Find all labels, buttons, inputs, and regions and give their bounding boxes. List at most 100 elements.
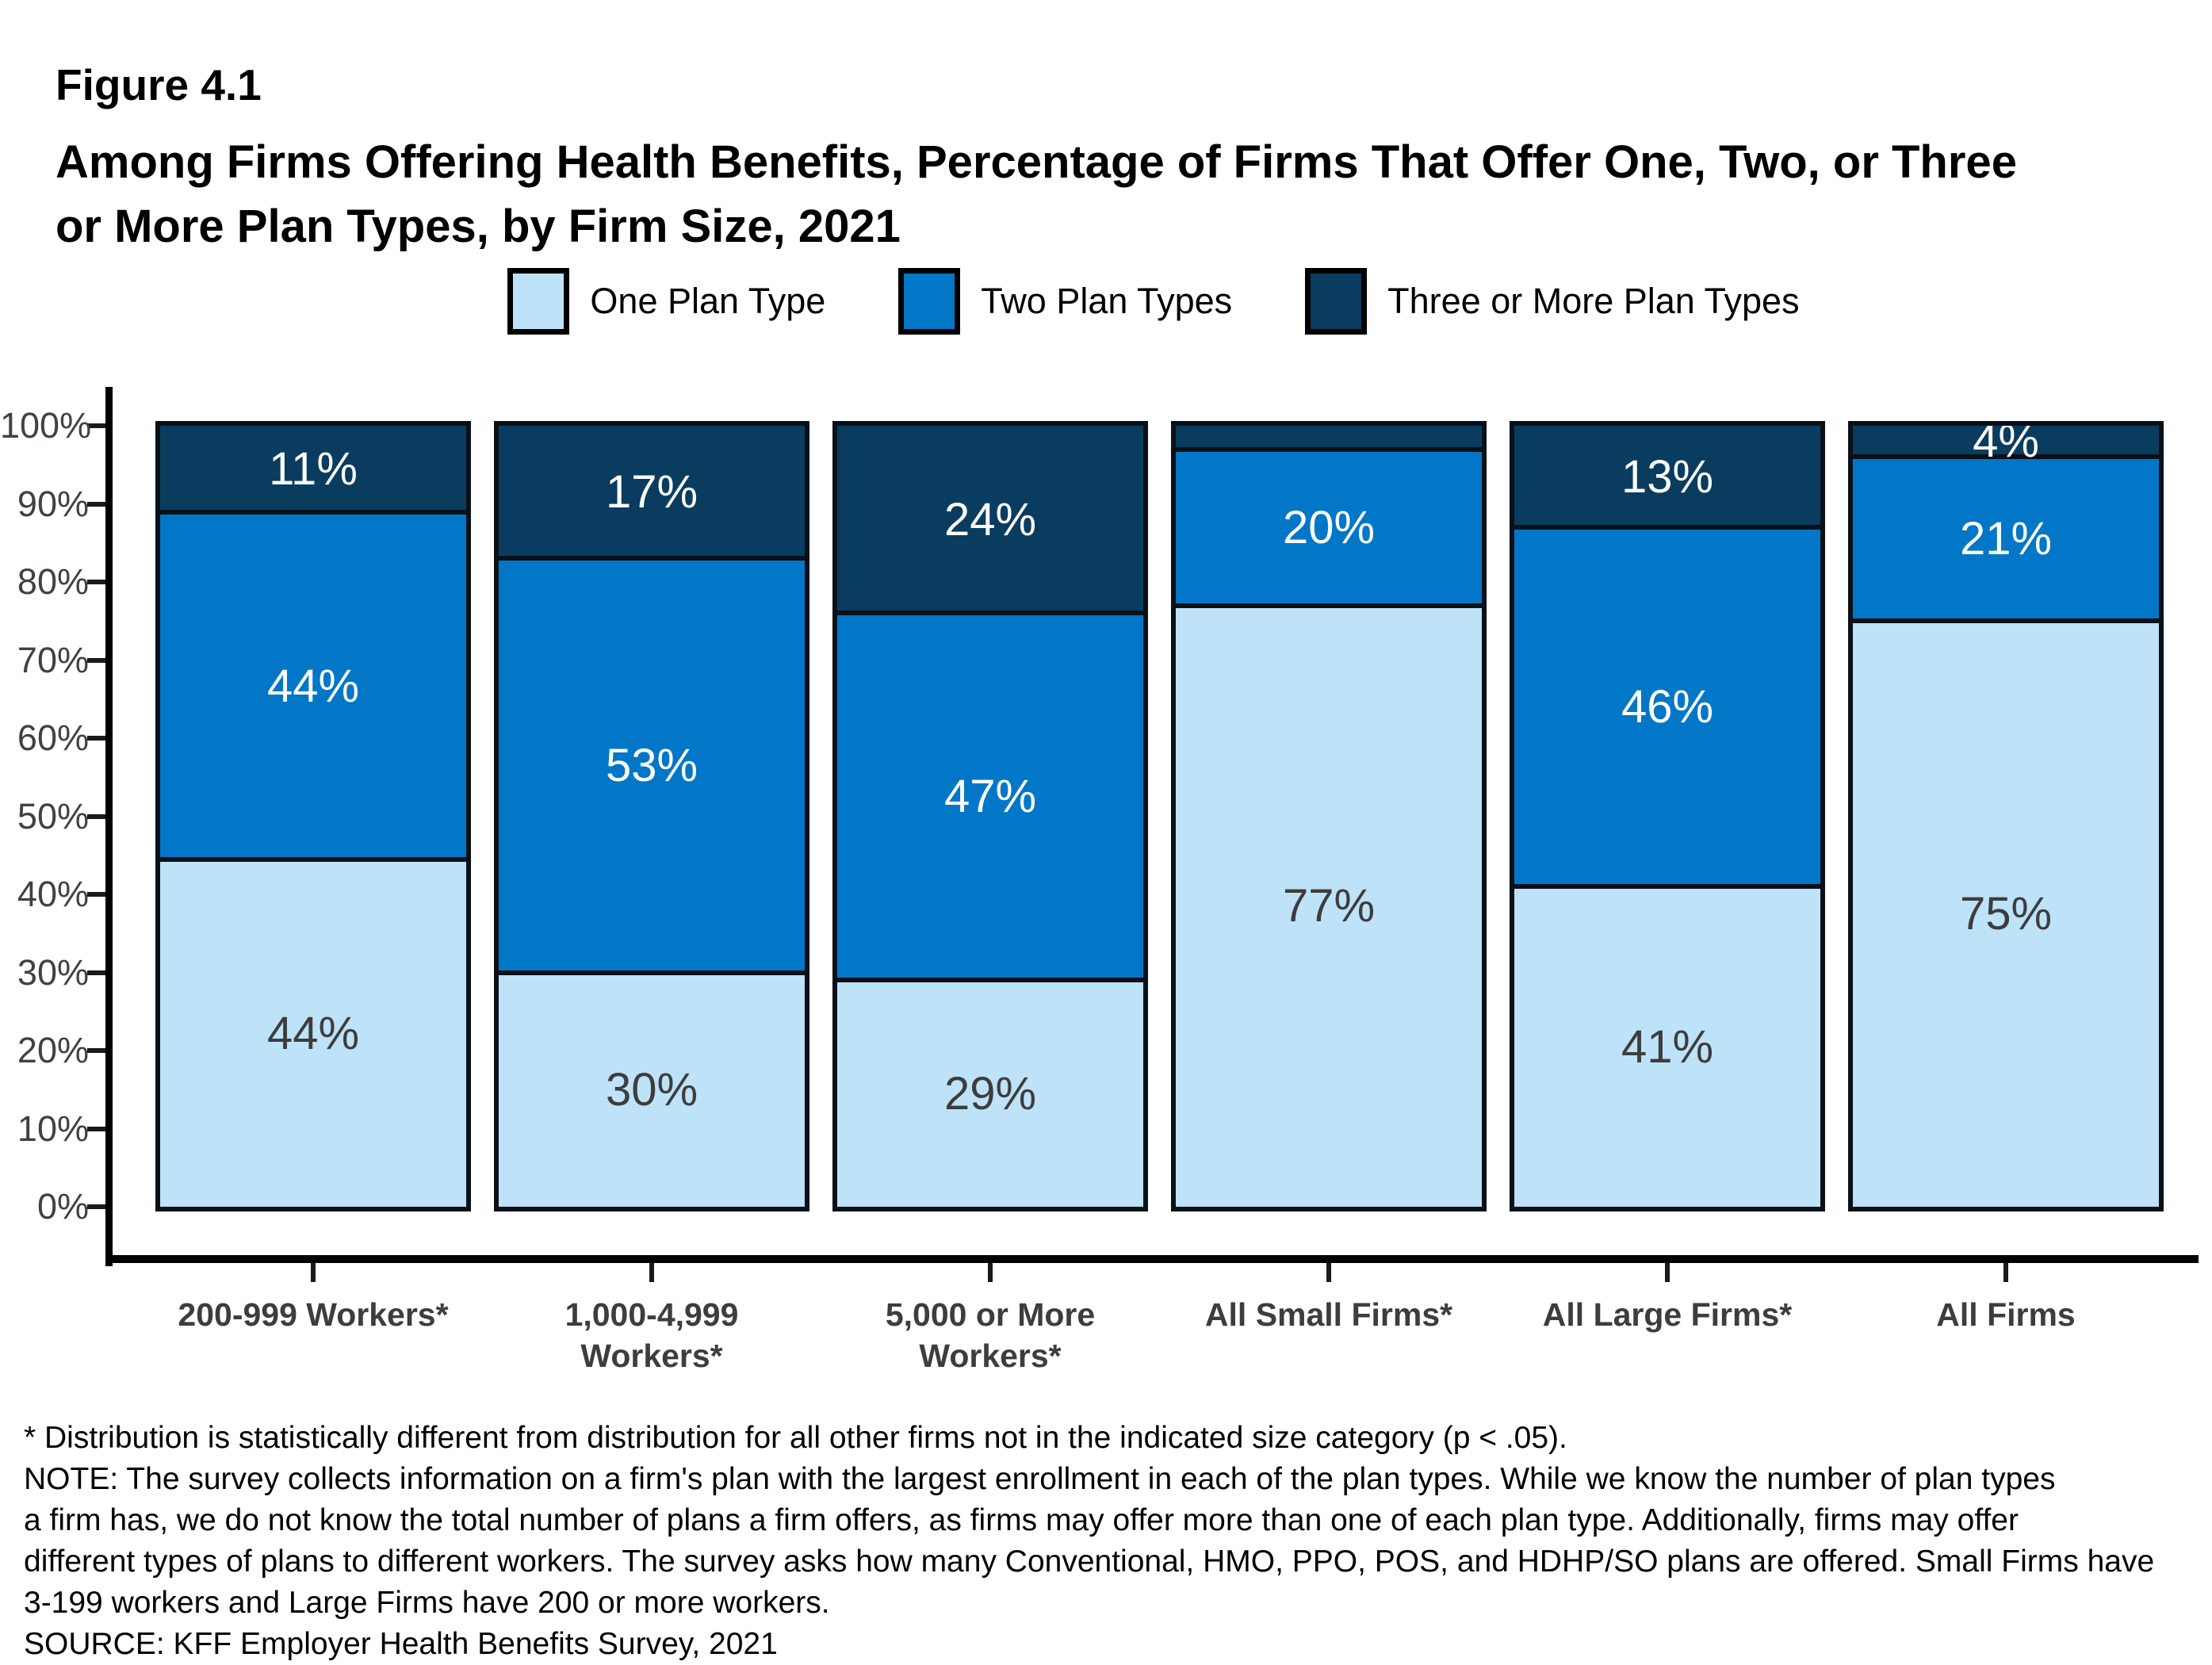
y-axis-tick — [87, 423, 105, 428]
bar-value-label: 41% — [1621, 1020, 1714, 1073]
figure-title: Among Firms Offering Health Benefits, Pe… — [55, 130, 2157, 258]
footnotes: * Distribution is statistically differen… — [24, 1418, 2196, 1665]
y-axis-tick-label: 70% — [17, 639, 89, 680]
footnote-note-4: 3-199 workers and Large Firms have 200 o… — [24, 1586, 830, 1620]
y-axis-tick-label: 30% — [17, 951, 89, 993]
bar-segment — [1514, 527, 1820, 887]
bar-segment — [160, 859, 466, 1207]
y-axis-tick — [87, 1204, 105, 1209]
y-axis-tick-label: 40% — [17, 874, 89, 914]
y-axis-tick — [87, 970, 105, 975]
y-axis-tick-label: 100% — [0, 405, 92, 446]
legend-swatch-three-or-more-plan-types — [1305, 268, 1368, 335]
figure-title-line2: or More Plan Types, by Firm Size, 2021 — [55, 201, 901, 252]
footnote-note-1: NOTE: The survey collects information on… — [24, 1462, 2056, 1496]
bar-segment — [499, 426, 805, 559]
bar-segment — [1853, 426, 2159, 457]
y-axis-tick — [87, 657, 105, 663]
bar-segment — [1176, 605, 1482, 1207]
bar-value-label: 44% — [266, 660, 360, 712]
y-axis-tick-label: 90% — [17, 483, 89, 524]
x-axis-tick — [1665, 1263, 1670, 1282]
bar-segment — [1853, 457, 2159, 622]
legend-swatch-two-plan-types — [898, 268, 961, 335]
footnote-source: SOURCE: KFF Employer Health Benefits Sur… — [24, 1627, 778, 1661]
x-axis-tick — [2003, 1263, 2008, 1282]
bar-value-label: 24% — [943, 493, 1037, 545]
legend-item-one-plan-type: One Plan Type — [507, 268, 825, 335]
x-axis-tick — [1326, 1263, 1331, 1282]
bar-segment — [1514, 426, 1820, 528]
bar-segment — [837, 980, 1143, 1207]
bar-value-label: 29% — [943, 1067, 1037, 1120]
y-axis-tick-label: 60% — [17, 718, 89, 758]
category-label: 5,000 or More Workers* — [885, 1296, 1096, 1374]
category-label: All Small Firms* — [1204, 1296, 1453, 1333]
legend-item-two-plan-types: Two Plan Types — [898, 268, 1232, 335]
y-axis-tick-label: 80% — [17, 561, 89, 602]
bar-value-label: 75% — [1959, 888, 2053, 940]
bar-value-label: 4% — [1973, 415, 2039, 468]
y-axis-tick — [87, 736, 105, 741]
footnote-note-3: different types of plans to different wo… — [24, 1544, 2155, 1579]
legend-label: Two Plan Types — [981, 281, 1233, 321]
y-axis-tick — [87, 1126, 105, 1131]
y-axis-tick-label: 20% — [17, 1030, 89, 1070]
segment-boundary — [837, 610, 1143, 616]
bar-segment — [1853, 621, 2159, 1207]
bar-segment — [160, 512, 466, 860]
y-axis-tick — [87, 580, 105, 584]
bar-value-label: 46% — [1621, 681, 1714, 733]
bar-value-label: 30% — [605, 1063, 698, 1116]
bar-segment — [837, 426, 1143, 614]
bar-value-label: 44% — [266, 1007, 360, 1059]
x-axis-line — [105, 1255, 2199, 1263]
legend-label: One Plan Type — [590, 281, 826, 321]
bar-value-label: 11% — [269, 443, 358, 496]
bar-value-label: 17% — [605, 466, 698, 519]
bar-value-label: 77% — [1282, 880, 1376, 932]
figure-header: Figure 4.1 Among Firms Offering Health B… — [55, 57, 2157, 258]
footnote-asterisk: * Distribution is statistically differen… — [24, 1421, 1567, 1455]
segment-boundary — [499, 970, 805, 975]
category-label: 200-999 Workers* — [178, 1296, 449, 1333]
y-axis-tick — [87, 1048, 105, 1053]
y-axis-tick — [87, 892, 105, 897]
segment-boundary — [1514, 884, 1820, 890]
chart-legend: One Plan Type Two Plan Types Three or Mo… — [109, 268, 2199, 335]
bar-segment — [499, 558, 805, 973]
y-axis-tick-label: 10% — [17, 1108, 89, 1149]
bar-segment — [1176, 426, 1482, 450]
segment-boundary — [160, 510, 466, 515]
segment-boundary — [1176, 446, 1482, 452]
segment-boundary — [1514, 525, 1820, 530]
segment-boundary — [160, 857, 466, 863]
category-label: 1,000-4,999 Workers* — [564, 1296, 739, 1374]
bar-value-label: 13% — [1621, 450, 1714, 503]
bar-value-label: 53% — [605, 739, 698, 791]
y-axis-tick-label: 0% — [36, 1186, 89, 1227]
figure-title-line1: Among Firms Offering Health Benefits, Pe… — [55, 136, 2017, 188]
bar-segment — [499, 972, 805, 1207]
segment-boundary — [499, 556, 805, 561]
y-axis-tick — [87, 501, 105, 507]
bar-segment — [1176, 449, 1482, 606]
x-axis-tick — [311, 1263, 316, 1282]
bar-segment — [1514, 886, 1820, 1207]
x-axis-tick — [988, 1263, 993, 1282]
bar-segment — [837, 613, 1143, 981]
legend-label: Three or More Plan Types — [1387, 281, 1800, 321]
legend-item-three-or-more-plan-types: Three or More Plan Types — [1305, 268, 1800, 335]
y-axis-tick-label: 50% — [17, 795, 89, 836]
x-axis-tick — [649, 1263, 654, 1282]
bar-value-label: 20% — [1282, 501, 1376, 553]
segment-boundary — [837, 978, 1143, 983]
segment-boundary — [1176, 603, 1482, 608]
segment-boundary — [1853, 454, 2159, 460]
footnote-note-2: a firm has, we do not know the total num… — [24, 1503, 2019, 1537]
figure-number: Figure 4.1 — [55, 60, 262, 109]
category-label: All Large Firms* — [1542, 1296, 1793, 1333]
y-axis-tick — [87, 813, 105, 819]
bar-segment — [160, 426, 466, 513]
